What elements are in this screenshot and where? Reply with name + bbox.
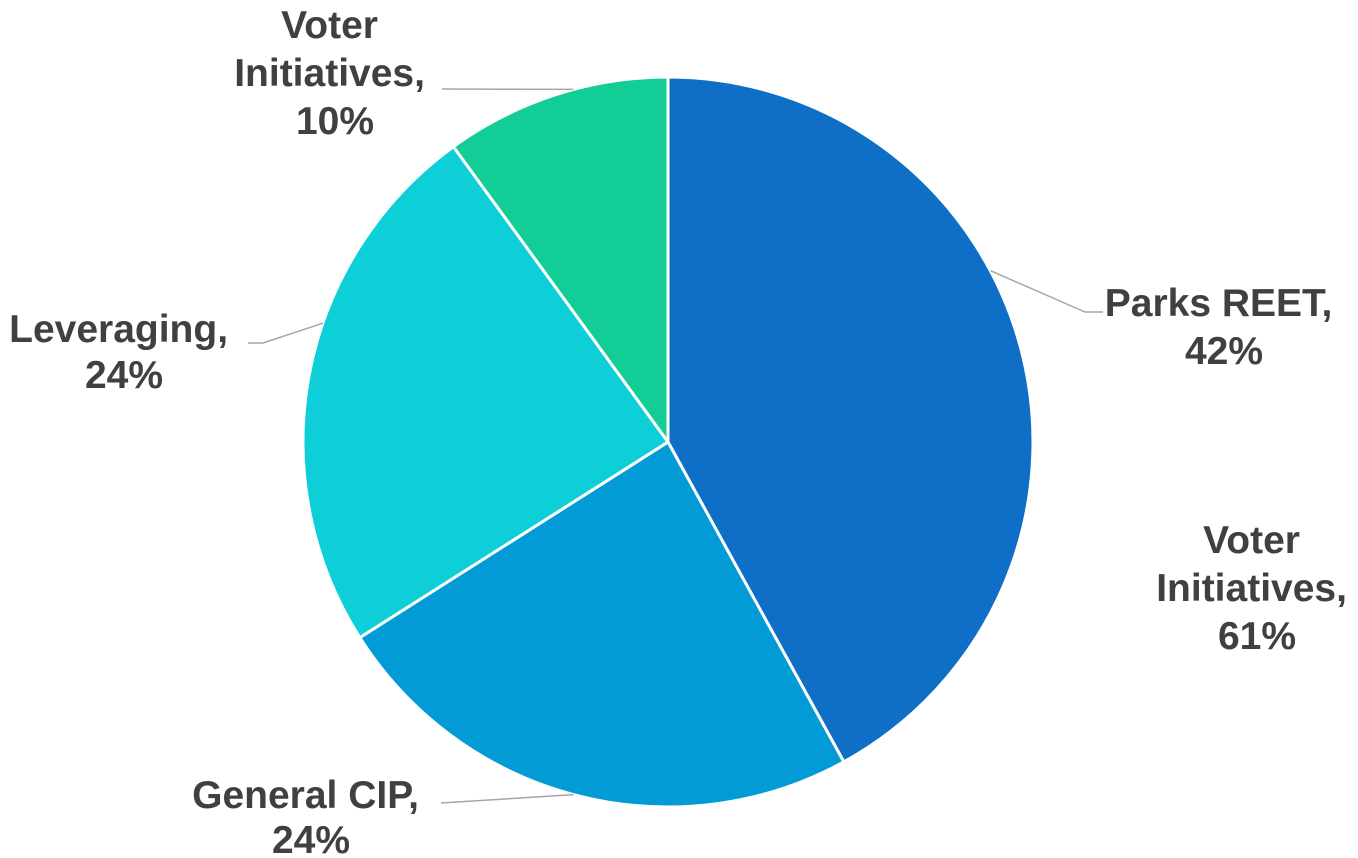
annotation-line-1: Voter: [1203, 519, 1300, 562]
slice-label-general-cip: General CIP, 24%: [192, 774, 430, 858]
leader-lines: [248, 88, 1103, 804]
pie-slices: [301, 75, 1035, 809]
pie-slice-voter-initiatives: [451, 75, 670, 447]
pie-slice-leveraging: [301, 144, 671, 640]
annotation-line-2: Initiatives,: [1156, 567, 1347, 610]
leader-line-leveraging: [248, 322, 324, 344]
annotation-line-3: 61%: [1218, 615, 1296, 658]
leader-line-parks-reet: [989, 269, 1103, 313]
slice-name: General CIP,: [192, 774, 419, 817]
slice-name-line-2: Initiatives,: [234, 52, 425, 95]
slice-label-voter-initiatives: Voter Initiatives, 10%: [234, 4, 436, 143]
slice-value: 10%: [296, 100, 374, 143]
leader-line-general-cip: [440, 793, 574, 804]
slice-label-leveraging: Leveraging, 24%: [9, 308, 239, 397]
slice-label-parks-reet: Parks REET, 42%: [1105, 282, 1343, 373]
annotation-voter-initiatives-61: Voter Initiatives, 61%: [1156, 519, 1358, 658]
pie-slice-parks-reet: [666, 75, 1035, 764]
slice-value: 24%: [85, 354, 163, 397]
slice-name: Parks REET,: [1105, 282, 1333, 325]
slice-name-line-1: Voter: [281, 4, 378, 47]
pie-slice-general-cip: [357, 439, 846, 809]
slice-value: 42%: [1185, 330, 1263, 373]
slice-name: Leveraging,: [9, 308, 228, 351]
slice-value: 24%: [272, 819, 350, 858]
